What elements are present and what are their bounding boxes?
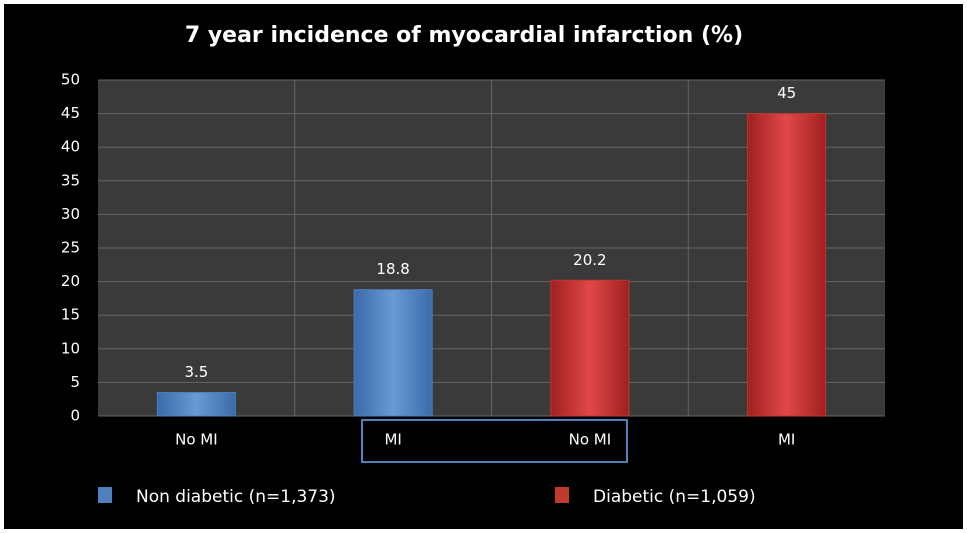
y-tick-label: 0 bbox=[70, 407, 80, 425]
bar bbox=[353, 289, 433, 417]
y-tick-label: 10 bbox=[61, 339, 80, 357]
y-tick-label: 45 bbox=[61, 104, 80, 122]
chart-title: 7 year incidence of myocardial infarctio… bbox=[185, 23, 743, 48]
data-label: 45 bbox=[777, 84, 796, 102]
y-tick-label: 35 bbox=[61, 171, 80, 189]
data-label: 18.8 bbox=[376, 260, 409, 278]
data-label: 20.2 bbox=[573, 251, 606, 269]
highlight-box bbox=[361, 419, 628, 463]
legend-swatch bbox=[555, 487, 569, 503]
data-label: 3.5 bbox=[184, 363, 208, 381]
y-tick-label: 30 bbox=[61, 205, 80, 223]
x-tick-label: MI bbox=[778, 431, 795, 449]
y-tick-label: 20 bbox=[61, 272, 80, 290]
x-tick-label: No MI bbox=[175, 431, 218, 449]
y-tick-label: 15 bbox=[61, 306, 80, 324]
x-tick-label: No MI bbox=[569, 431, 612, 449]
bar bbox=[550, 279, 630, 417]
bar bbox=[156, 391, 236, 417]
y-tick-label: 5 bbox=[70, 373, 80, 391]
y-tick-label: 25 bbox=[61, 239, 80, 257]
legend-label: Diabetic (n=1,059) bbox=[593, 487, 756, 507]
legend-swatch bbox=[98, 487, 112, 503]
legend-label: Non diabetic (n=1,373) bbox=[136, 487, 336, 507]
x-tick-label: MI bbox=[384, 431, 401, 449]
y-tick-label: 50 bbox=[61, 71, 80, 89]
bar bbox=[747, 113, 827, 417]
y-tick-label: 40 bbox=[61, 138, 80, 156]
